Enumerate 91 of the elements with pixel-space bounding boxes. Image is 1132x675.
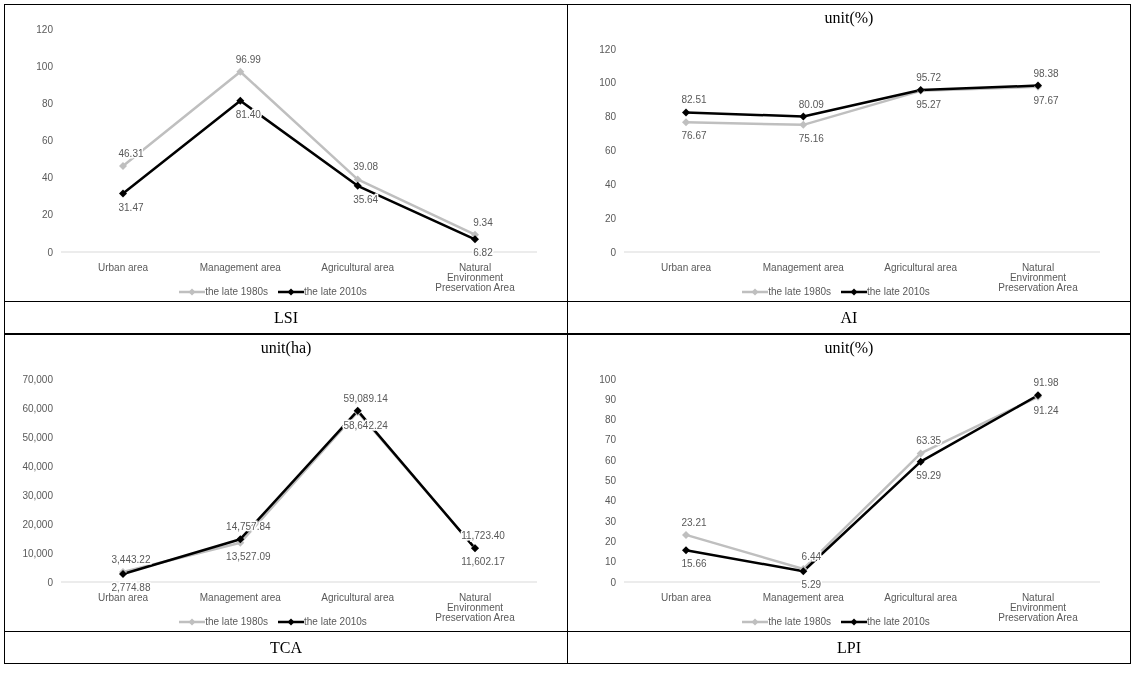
data-label: 98.38 (1033, 67, 1059, 79)
legend-label: the late 1980s (768, 286, 831, 297)
y-tick-label: 100 (36, 60, 54, 72)
data-label: 91.98 (1033, 377, 1059, 389)
chart-title: unit(ha) (259, 338, 313, 359)
text: LPI (837, 639, 861, 657)
y-tick-label: 60 (604, 145, 617, 157)
x-tick-label: Management area (762, 592, 845, 604)
x-tick-label: Natural Environment Preservation Area (435, 262, 516, 294)
x-tick-label: Urban area (660, 592, 712, 604)
y-tick-label: 60,000 (22, 402, 54, 414)
data-label: 63.35 (916, 435, 942, 447)
y-tick-label: 40 (604, 495, 617, 507)
y-tick-label: 20 (604, 212, 617, 224)
y-tick-label: 30 (604, 515, 617, 527)
y-tick-label: 60 (41, 135, 54, 147)
chart-title: unit(%) (823, 338, 875, 359)
data-label: 46.31 (118, 147, 144, 159)
y-tick-label: 50 (604, 475, 617, 487)
x-tick-label: Management area (199, 262, 282, 274)
y-tick-label: 20 (41, 209, 54, 221)
y-tick-label: 0 (610, 576, 617, 588)
y-tick-label: 60 (604, 454, 617, 466)
data-label: 9.34 (473, 216, 494, 228)
data-label: 96.99 (235, 53, 262, 65)
y-tick-label: 0 (610, 246, 617, 258)
data-label: 59,089.14 (343, 392, 389, 404)
data-label: 23.21 (681, 516, 707, 528)
x-tick-label: Natural Environment Preservation Area (435, 592, 516, 624)
x-tick-label: Urban area (97, 592, 149, 604)
y-tick-label: 90 (604, 393, 617, 405)
data-label: 97.67 (1033, 94, 1059, 106)
legend-label: the late 2010s (304, 616, 367, 627)
data-label: 82.51 (681, 94, 707, 106)
data-label: 35.64 (353, 193, 379, 205)
y-tick-label: 0 (47, 576, 54, 588)
data-label: 13,527.09 (226, 550, 272, 562)
y-tick-label: 80 (41, 97, 54, 109)
y-tick-label: 10,000 (22, 547, 54, 559)
y-tick-label: 120 (36, 23, 54, 35)
x-tick-label: Agricultural area (321, 262, 395, 274)
data-label: 59.29 (916, 469, 942, 481)
legend-label: the late 2010s (867, 286, 930, 297)
y-tick-label: 80 (604, 414, 617, 426)
x-tick-label: Agricultural area (321, 592, 395, 604)
y-tick-label: 100 (599, 77, 617, 89)
x-tick-label: Agricultural area (884, 592, 958, 604)
data-label: 91.24 (1033, 404, 1059, 416)
x-tick-label: Urban area (97, 262, 149, 274)
data-label: 15.66 (681, 558, 707, 570)
data-label: 75.16 (798, 132, 825, 144)
data-label: 2,774.88 (111, 581, 151, 593)
x-tick-label: Urban area (660, 262, 712, 274)
y-tick-label: 80 (604, 111, 617, 123)
x-tick-label: Management area (762, 262, 845, 274)
chart-title: unit(%) (823, 8, 875, 29)
y-tick-label: 40 (41, 172, 54, 184)
legend-label: the late 2010s (304, 286, 367, 297)
y-tick-label: 20 (604, 535, 617, 547)
y-tick-label: 120 (599, 43, 617, 55)
data-label: 39.08 (353, 161, 379, 173)
y-tick-label: 40 (604, 178, 617, 190)
data-label: 80.09 (798, 98, 825, 110)
y-tick-label: 70 (604, 434, 617, 446)
x-tick-label: Agricultural area (884, 262, 958, 274)
legend-label: the late 2010s (867, 616, 930, 627)
data-label: 31.47 (118, 201, 144, 213)
y-tick-label: 40,000 (22, 460, 54, 472)
data-label: 5.29 (801, 579, 822, 591)
x-tick-label: Natural Environment Preservation Area (998, 262, 1079, 294)
y-tick-label: 100 (599, 373, 617, 385)
data-label: 6.82 (473, 247, 494, 259)
y-tick-label: 70,000 (22, 373, 54, 385)
y-tick-label: 30,000 (22, 489, 54, 501)
legend-label: the late 1980s (205, 286, 268, 297)
y-tick-label: 50,000 (22, 431, 54, 443)
legend-label: the late 1980s (768, 616, 831, 627)
text: AI (840, 309, 858, 327)
data-label: 11,602.17 (461, 556, 506, 568)
y-tick-label: 20,000 (22, 518, 54, 530)
data-label: 95.27 (916, 98, 942, 110)
data-label: 95.72 (916, 72, 942, 84)
x-tick-label: Management area (199, 592, 282, 604)
data-label: 76.67 (681, 130, 707, 142)
legend-label: the late 1980s (205, 616, 268, 627)
y-tick-label: 10 (604, 556, 617, 568)
x-tick-label: Natural Environment Preservation Area (998, 592, 1079, 624)
text: LSI (274, 309, 298, 327)
data-label: 3,443.22 (111, 554, 151, 566)
text: TCA (270, 639, 302, 657)
y-tick-label: 0 (47, 246, 54, 258)
